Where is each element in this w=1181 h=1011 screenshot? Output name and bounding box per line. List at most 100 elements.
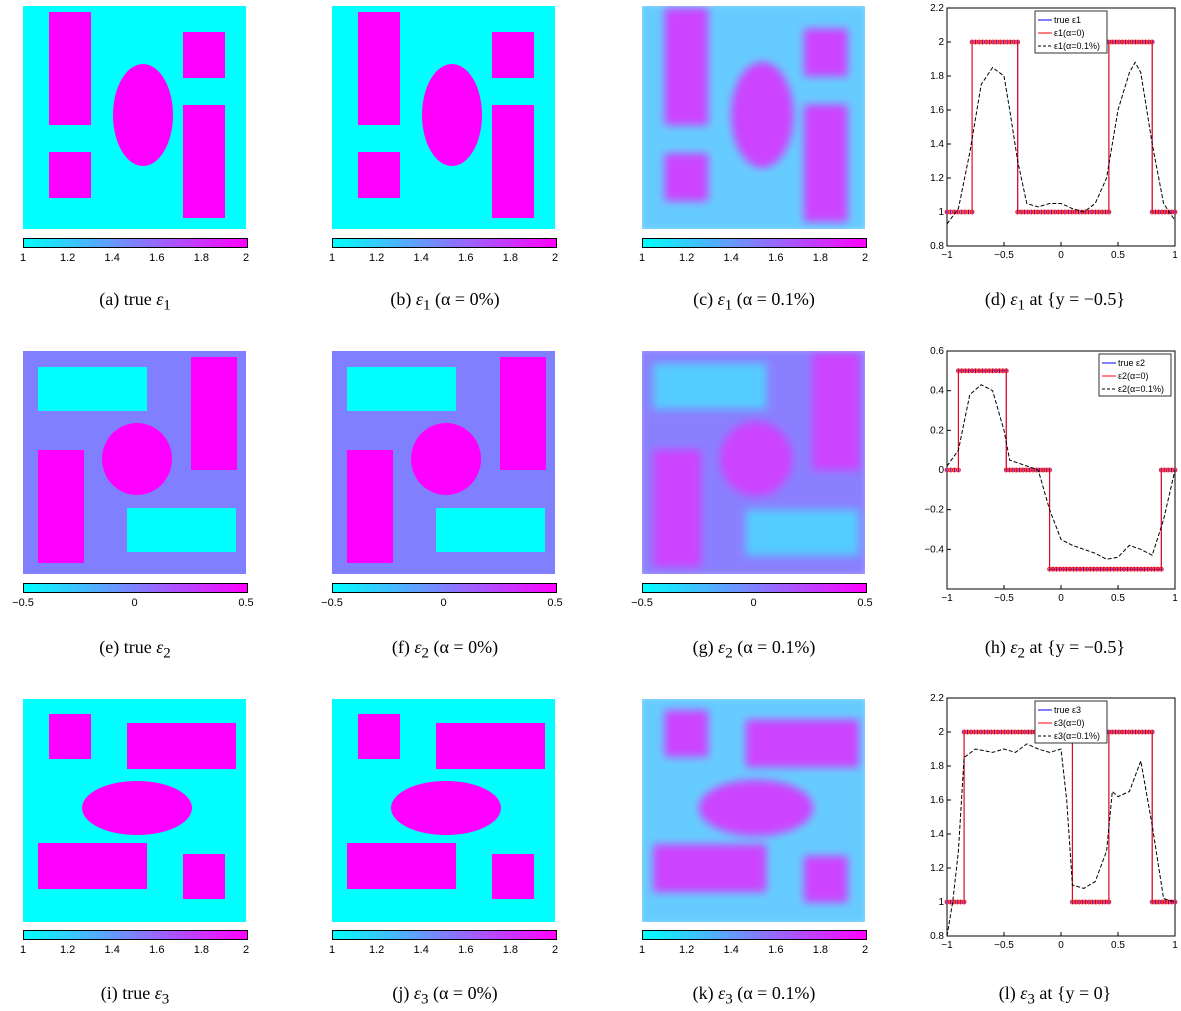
series-marker [1049, 209, 1054, 215]
colorbar-tick-label: 1.6 [149, 944, 165, 956]
series-marker [1101, 566, 1107, 572]
colorbar-tick-label: 1.4 [413, 944, 429, 956]
caption-c: (c) ε1 (α = 0.1%) [693, 289, 815, 314]
series-marker [948, 899, 953, 905]
series-marker [1022, 729, 1028, 735]
series-marker [997, 368, 1002, 374]
series-line [946, 384, 1176, 560]
rect-region [492, 105, 534, 218]
map-true-eps3 [23, 699, 246, 922]
series-marker [1017, 467, 1023, 473]
series-marker [1131, 566, 1137, 572]
colorbar-tick-label: 1 [328, 252, 336, 264]
colorbar-tick-label: 1 [328, 944, 336, 956]
series-marker [965, 729, 970, 735]
series-marker [1136, 39, 1142, 45]
series-marker [982, 729, 987, 735]
y-tick-label: 2.2 [930, 3, 944, 14]
series-marker [1018, 209, 1024, 215]
series-marker [1028, 209, 1034, 215]
series-marker [1152, 566, 1157, 572]
series-marker [1073, 899, 1079, 905]
colorbar-tick-label: 1.2 [368, 252, 385, 264]
colorbar-tick-label: 2 [861, 944, 869, 956]
series-marker [958, 899, 964, 905]
series-marker [1004, 39, 1010, 45]
series-marker [983, 368, 989, 374]
series-marker [1059, 209, 1064, 215]
rect-region [436, 723, 545, 769]
series-marker [1162, 467, 1168, 473]
series-marker [961, 899, 967, 905]
series-marker [944, 209, 950, 215]
x-tick-label: 0 [1058, 940, 1064, 951]
rect-region [38, 367, 147, 411]
y-tick-label: 1.6 [930, 795, 944, 806]
colorbar-tick-label: 1.2 [678, 944, 695, 956]
series-marker [1111, 566, 1117, 572]
rect-region [358, 152, 400, 198]
y-tick-label: 2 [938, 727, 944, 738]
legend-label: ε2(α=0.1%) [1118, 384, 1164, 394]
rect-region [183, 32, 225, 78]
caption-j: (j) ε3 (α = 0%) [392, 983, 498, 1008]
series-marker [1149, 209, 1155, 215]
legend-box [1034, 700, 1108, 744]
series-marker [1087, 566, 1093, 572]
series-marker [1052, 209, 1058, 215]
ellipse-region [391, 781, 501, 835]
series-marker [1089, 209, 1095, 215]
rect-region [803, 104, 848, 223]
series-marker [956, 368, 961, 374]
colorbar [332, 930, 557, 940]
series-marker [1145, 566, 1151, 572]
series-marker [948, 209, 953, 215]
series-marker [1114, 566, 1120, 572]
series-marker [1106, 209, 1112, 215]
series-marker [1000, 368, 1006, 374]
series-marker [995, 729, 1001, 735]
series-marker [1055, 209, 1061, 215]
circle-region [102, 423, 172, 495]
colorbar-tick-label: 1.2 [59, 944, 76, 956]
plot-eps2-profile: −1 −0.5 0 0.5 1 −0.4 −0.2 0 0.2 0.4 0.6 true ε2 ε2(α… [925, 346, 1178, 604]
map-eps1-alpha0 [332, 6, 555, 229]
series-marker [958, 209, 964, 215]
series-marker [1113, 729, 1118, 735]
series-marker [1023, 467, 1029, 473]
series-marker [1045, 209, 1051, 215]
series-marker [998, 729, 1004, 735]
caption-b: (b) ε1 (α = 0%) [390, 289, 500, 314]
series-marker [969, 39, 975, 45]
series-marker [1091, 566, 1097, 572]
series-marker [975, 729, 981, 735]
map-eps3-alpha01 [642, 699, 865, 922]
series-marker [990, 39, 996, 45]
legend-box [1098, 353, 1172, 397]
series-marker [1053, 566, 1059, 572]
series-marker [1097, 566, 1103, 572]
rect-region [191, 357, 237, 470]
series-marker [1133, 39, 1138, 45]
series-marker [1047, 467, 1052, 473]
series-marker [1153, 209, 1158, 215]
series-marker [976, 39, 982, 45]
series-marker [1123, 39, 1128, 45]
ellipse-region [113, 64, 173, 166]
legend-label: ε3(α=0) [1054, 718, 1084, 728]
series-marker [1003, 467, 1009, 473]
series-marker [1116, 39, 1122, 45]
series-marker [961, 729, 967, 735]
rect-region [492, 854, 534, 899]
series-marker [1043, 467, 1049, 473]
rect-region [492, 32, 534, 78]
series-marker [1047, 566, 1052, 572]
series-marker [1064, 566, 1069, 572]
series-marker [1148, 566, 1154, 572]
map-eps2-alpha0 [332, 351, 555, 574]
series-marker [1123, 729, 1128, 735]
y-tick-label: 1.4 [930, 139, 944, 150]
series-marker [979, 368, 985, 374]
series-marker [1169, 899, 1175, 905]
x-tick-label: −0.5 [994, 593, 1014, 604]
